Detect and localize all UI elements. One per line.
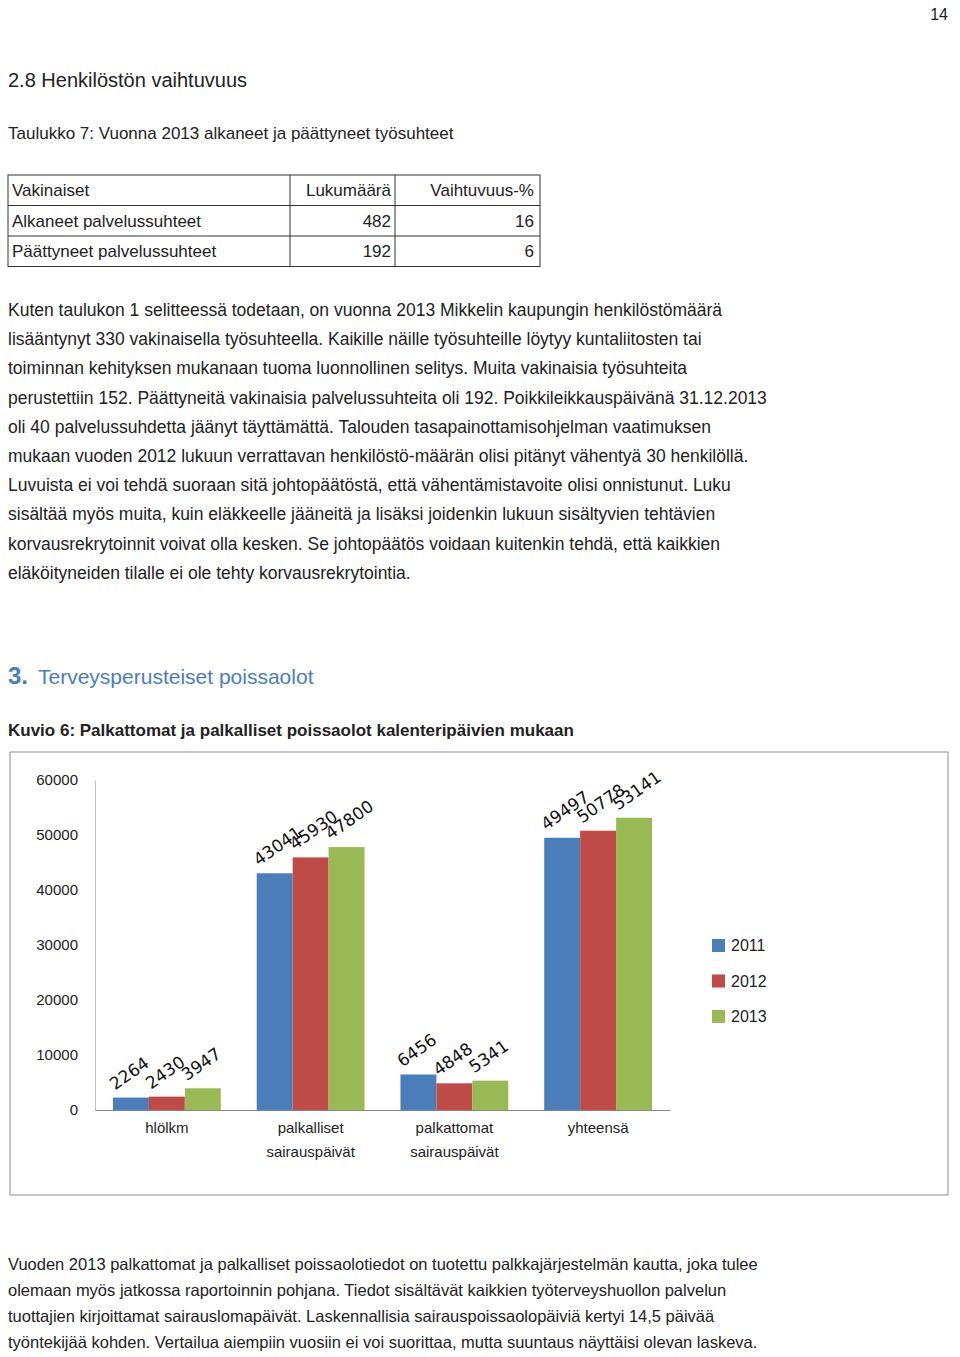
y-tick-label: 60000 (36, 771, 78, 788)
bar (436, 1083, 472, 1110)
data-label: 5341 (465, 1036, 512, 1077)
footnote-line: Vuoden 2013 palkattomat ja palkalliset p… (8, 1255, 758, 1273)
bar (400, 1074, 436, 1110)
y-tick: 0 (70, 1101, 95, 1118)
section-title: Terveysperusteiset poissaolot (38, 665, 314, 688)
y-axis-line (95, 781, 96, 1111)
table-row-line (8, 205, 540, 206)
footnote-line: työntekijää kohden. Vertailua aiempiin v… (8, 1333, 757, 1351)
x-axis: hlölkm palkallisetsairauspäivät palkattoma… (96, 1110, 671, 1160)
bar (544, 838, 580, 1110)
y-tick: 50000 (36, 826, 95, 843)
x-tick: yhteensä (568, 1110, 630, 1136)
section-number: 3. (8, 662, 28, 689)
paragraph-line: toiminnan kehityksen mukanaan tuoma luon… (8, 358, 687, 378)
legend-label: 2011 (731, 937, 766, 954)
legend-swatch (712, 1010, 725, 1023)
bar (580, 831, 616, 1110)
x-tick: palkattomatsairauspäivät (410, 1110, 499, 1160)
paragraph-line: Kuten taulukon 1 selitteessä todetaan, o… (8, 300, 722, 320)
paragraph-line: perustettiin 152. Päättyneitä vakinaisia… (8, 388, 767, 408)
x-tick-label: yhteensä (568, 1119, 630, 1136)
bars (113, 818, 652, 1110)
table-row-line (8, 236, 540, 237)
bar (329, 847, 365, 1110)
data-label: 3947 (178, 1043, 225, 1084)
footnote-line: tuottajien kirjoittamat sairauslomapäivä… (8, 1307, 715, 1325)
table-header-cell: Vaihtuvuus-% (430, 181, 534, 200)
table-header-cell: Vakinaiset (12, 181, 89, 200)
paragraph-line: oli 40 palvelussuhdetta jäänyt täyttämät… (8, 417, 711, 437)
bar (185, 1088, 221, 1110)
table: Vakinaiset Lukumäärä Vaihtuvuus-% Alkaneet … (8, 175, 540, 267)
y-tick: 30000 (36, 936, 95, 953)
y-axis: 0 10000 20000 30000 40000 50000 60000 (36, 771, 95, 1118)
x-tick: hlölkm (145, 1110, 188, 1136)
table-cell: 192 (363, 242, 391, 261)
paragraph-line: sisältää myös muita, kuin eläkkeelle jää… (8, 504, 715, 524)
chart: 0 10000 20000 30000 40000 50000 60000 hlölkm pal… (10, 752, 948, 1195)
paragraph-line: korvausrekrytoinnit voivat olla kesken. … (8, 534, 720, 554)
bar (616, 818, 652, 1110)
table-cell: Päättyneet palvelussuhteet (12, 242, 216, 261)
y-tick-label: 40000 (36, 881, 78, 898)
bar (113, 1098, 149, 1110)
bar (472, 1081, 508, 1110)
x-tick-label: palkallisetsairauspäivät (266, 1119, 355, 1160)
y-tick: 10000 (36, 1046, 95, 1063)
table-header-cell: Lukumäärä (306, 181, 392, 200)
page-number: 14 (930, 6, 948, 23)
y-tick-label: 30000 (36, 936, 78, 953)
paragraph-line: lisääntynyt 330 vakinaisella työsuhteell… (8, 329, 702, 349)
table-cell: Alkaneet palvelussuhteet (12, 212, 201, 231)
table-cell: 16 (515, 212, 534, 231)
data-label: 53141 (609, 767, 665, 814)
legend-swatch (712, 975, 725, 988)
data-label: 47800 (321, 796, 377, 843)
figure-caption: Kuvio 6: Palkattomat ja palkalliset pois… (8, 721, 574, 740)
y-tick: 40000 (36, 881, 95, 898)
paragraph-line: eläköityneiden tilalle ei ole tehty korv… (8, 563, 411, 583)
y-tick-label: 20000 (36, 991, 78, 1008)
data-labels: 2264430416456494972430459304848507783947… (106, 767, 665, 1094)
table-caption: Taulukko 7: Vuonna 2013 alkaneet ja päät… (8, 124, 454, 143)
x-tick: palkallisetsairauspäivät (266, 1110, 355, 1160)
bar (257, 873, 293, 1110)
page: 14 2.8 Henkilöstön vaihtuvuus Taulukko 7: … (0, 0, 960, 1357)
chart-frame (10, 752, 948, 1195)
section-heading: 2.8 Henkilöstön vaihtuvuus (8, 69, 247, 91)
table-column-line (395, 175, 396, 267)
y-tick-label: 50000 (36, 826, 78, 843)
paragraph-line: mukaan vuoden 2012 lukuun verrattavan he… (8, 446, 748, 466)
y-tick: 60000 (36, 771, 95, 788)
table-cell: 482 (363, 212, 391, 231)
y-tick: 20000 (36, 991, 95, 1008)
legend: 2011 2012 2013 (712, 937, 767, 1025)
legend-swatch (712, 939, 725, 952)
y-tick-label: 0 (70, 1101, 78, 1118)
x-axis-line (96, 1110, 671, 1111)
paragraph-line: Luvuista ei voi tehdä suoraan sitä johto… (8, 475, 731, 495)
table-column-line (290, 175, 291, 267)
bar (293, 857, 329, 1110)
table-border (8, 175, 540, 267)
y-tick-label: 10000 (36, 1046, 78, 1063)
legend-label: 2013 (731, 1008, 767, 1025)
x-tick-label: palkattomatsairauspäivät (410, 1119, 499, 1160)
table-cell: 6 (525, 242, 534, 261)
legend-label: 2012 (731, 973, 767, 990)
footnote-line: olemaan myös jatkossa raportoinnin pohja… (8, 1281, 726, 1299)
x-tick-label: hlölkm (145, 1119, 188, 1136)
bar (149, 1097, 185, 1110)
